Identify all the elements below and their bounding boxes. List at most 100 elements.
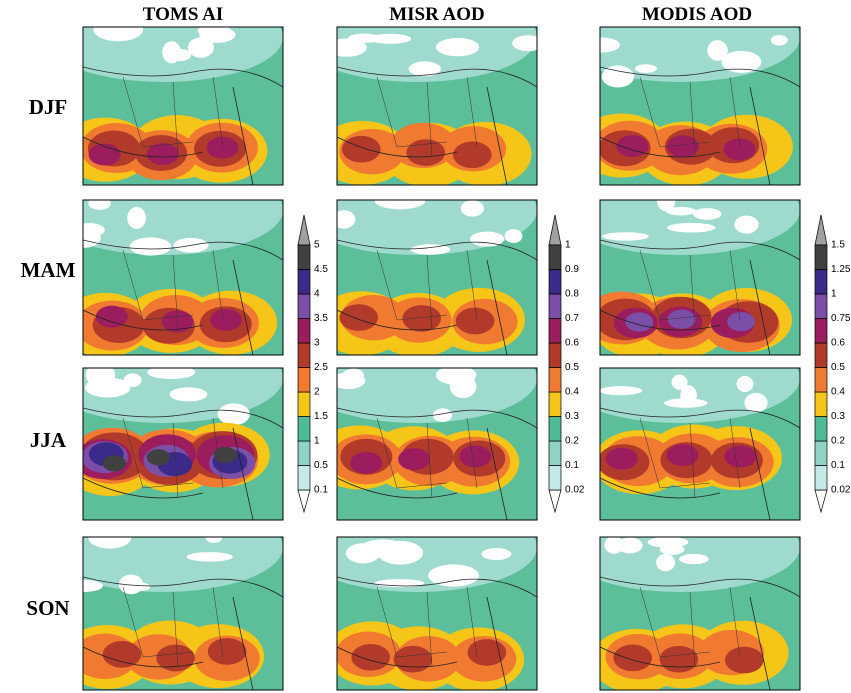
colorbar-label: 3 [314, 338, 320, 349]
white-patch [435, 37, 480, 57]
white-patch [199, 27, 236, 43]
white-patch [647, 537, 689, 548]
white-patch [187, 37, 215, 58]
colorbar-segment [297, 342, 311, 368]
dust-field [156, 644, 195, 672]
colorbar-label: 0.5 [565, 362, 579, 373]
coastline [337, 407, 537, 520]
colorbar-arrow-top [814, 214, 828, 246]
white-patch [601, 65, 635, 88]
colorbar-label: 2 [314, 387, 320, 398]
map-panel [599, 26, 801, 186]
map-field [83, 27, 283, 185]
map-panel [599, 199, 801, 356]
white-patch [186, 552, 233, 562]
colorbar-label: 0.2 [831, 436, 845, 447]
colorbar-label: 0.3 [831, 411, 845, 422]
map-panel [82, 26, 284, 186]
colorbar-segment [548, 318, 562, 344]
colorbar-label: 0.5 [314, 460, 328, 471]
colorbar-label: 1.25 [831, 264, 851, 275]
white-patch [663, 398, 708, 408]
white-patch [736, 376, 754, 392]
dust-field [605, 447, 638, 470]
white-patch [707, 40, 728, 61]
colorbar-label: 0.02 [565, 485, 585, 496]
borders [122, 417, 224, 499]
colorbar-label: 0.1 [314, 485, 328, 496]
white-patch [123, 373, 142, 388]
colorbar-arrow-bottom [297, 489, 311, 514]
dust-field [210, 308, 243, 331]
dust-field [459, 445, 492, 468]
map-field [600, 537, 800, 690]
white-patch [460, 200, 484, 217]
colorbar-label: 0.75 [831, 313, 851, 324]
borders [122, 76, 224, 158]
map-field [337, 27, 537, 185]
dust-field [613, 644, 653, 672]
coastline [600, 66, 800, 185]
map-field [600, 368, 800, 520]
white-patch [656, 553, 675, 572]
colorbar-arrow-top [297, 214, 311, 246]
white-patch [721, 50, 762, 73]
map-field [83, 537, 283, 690]
dust-field [213, 446, 238, 463]
colorbar-segment [297, 391, 311, 417]
colorbar-label: 0.6 [565, 338, 579, 349]
colorbar-label: 1 [831, 289, 837, 300]
panel-frame [82, 199, 284, 356]
row-label: SON [26, 596, 69, 620]
map-field [83, 368, 283, 520]
row-label: DJF [29, 95, 68, 119]
dust-field [146, 143, 179, 166]
panel-frame [336, 367, 538, 521]
dust-field [616, 135, 649, 158]
colorbar-label: 0.2 [565, 436, 579, 447]
borders [376, 586, 478, 668]
row-label: MAM [21, 258, 76, 282]
white-patch [512, 35, 537, 52]
dust-field [467, 639, 507, 666]
borders [639, 417, 741, 499]
colorbar-segment [814, 440, 828, 466]
dust-field [206, 136, 239, 159]
dust-field [207, 638, 247, 665]
borders [376, 76, 478, 158]
coastline [83, 576, 283, 690]
colorbar-segment [814, 269, 828, 295]
panel-frame [336, 26, 538, 186]
map-panel [336, 26, 538, 186]
colorbar-label: 4.5 [314, 264, 328, 275]
colorbar-segment [814, 244, 828, 270]
borders [639, 76, 741, 158]
white-patch [205, 537, 223, 543]
borders [639, 249, 741, 331]
map-field [600, 27, 800, 185]
dust-field [406, 139, 446, 166]
colorbar-label: 5 [314, 240, 320, 251]
panel-frame [599, 536, 801, 691]
white-patch [217, 403, 250, 426]
panel-frame [82, 26, 284, 186]
colorbar-segment [548, 342, 562, 368]
white-patch [679, 553, 709, 565]
dust-field [723, 138, 756, 161]
colorbar-label: 2.5 [314, 362, 328, 373]
dust-field [667, 135, 700, 158]
white-patch [368, 33, 412, 44]
coastline [83, 407, 283, 520]
colorbar-label: 3.5 [314, 313, 328, 324]
white-patch [481, 548, 512, 561]
colorbar-segment [814, 416, 828, 442]
colorbar-segment [548, 440, 562, 466]
white-patch [127, 206, 146, 230]
map-field [337, 537, 537, 690]
white-patch [667, 222, 716, 233]
map-panel [82, 367, 284, 521]
map-panel [336, 536, 538, 691]
white-patch [374, 200, 426, 210]
dust-field [727, 311, 756, 332]
